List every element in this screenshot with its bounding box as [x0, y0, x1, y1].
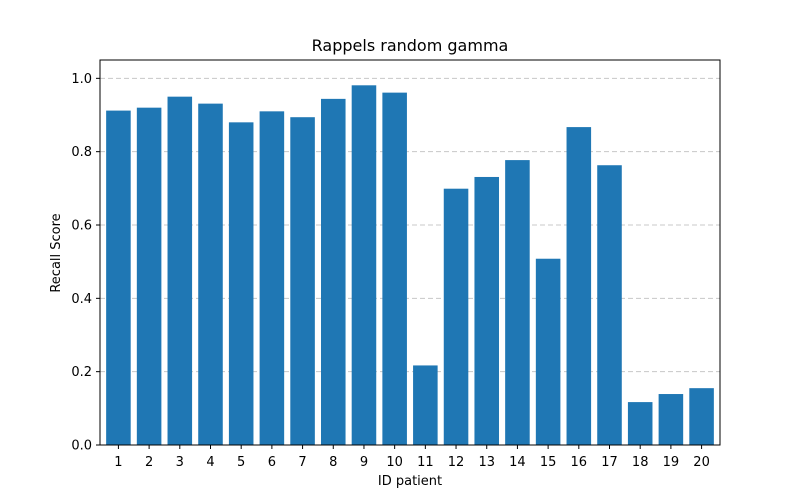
x-tick-label: 2: [145, 455, 153, 470]
x-tick-label: 10: [386, 455, 403, 470]
x-tick-label: 6: [268, 455, 276, 470]
x-tick-label: 19: [663, 455, 680, 470]
x-tick-label: 1: [114, 455, 122, 470]
x-tick-label: 5: [237, 455, 245, 470]
bar-patient-11: [413, 365, 438, 445]
y-tick-label: 0.6: [71, 219, 92, 234]
x-tick-label: 8: [329, 455, 337, 470]
bar-patient-9: [351, 85, 377, 446]
x-tick-label: 17: [601, 455, 618, 470]
bar-patient-15: [535, 258, 561, 445]
bar-patient-14: [505, 160, 530, 445]
x-tick-label: 15: [540, 455, 557, 470]
bars: [106, 85, 714, 446]
x-tick-label: 4: [206, 455, 214, 470]
bar-patient-12: [443, 188, 469, 445]
y-axis-label: Recall Score: [49, 213, 64, 292]
bar-patient-19: [658, 394, 684, 445]
bar-patient-1: [106, 110, 131, 445]
x-axis-label: ID patient: [378, 474, 442, 489]
x-tick-label: 3: [176, 455, 184, 470]
grid-lines: [100, 77, 720, 446]
bar-patient-7: [290, 117, 315, 445]
bar-patient-17: [597, 165, 622, 445]
bar-patient-10: [382, 92, 407, 445]
bar-patient-20: [689, 388, 714, 445]
y-axis-ticks: 0.0 0.2 0.4 0.6 0.8 1.0: [71, 72, 100, 454]
bar-patient-2: [136, 107, 162, 446]
x-tick-label: 13: [478, 455, 495, 470]
x-tick-label: 11: [417, 455, 434, 470]
bar-patient-18: [627, 402, 653, 445]
bar-patient-4: [198, 103, 223, 445]
y-tick-label: 0.4: [71, 292, 92, 307]
bar-patient-3: [167, 96, 193, 446]
x-tick-label: 12: [448, 455, 465, 470]
x-tick-label: 7: [298, 455, 306, 470]
plot-frame: [99, 59, 721, 446]
y-tick-label: 1.0: [71, 72, 92, 87]
x-tick-label: 14: [509, 455, 526, 470]
x-tick-label: 18: [632, 455, 649, 470]
bar-patient-5: [228, 122, 254, 445]
y-tick-label: 0.0: [71, 439, 92, 454]
bar-patient-16: [566, 127, 592, 445]
bar-patient-8: [320, 98, 346, 445]
x-tick-label: 9: [360, 455, 368, 470]
y-tick-label: 0.8: [71, 145, 92, 160]
x-axis-ticks: 1 2 3 4 5 6 7 8 9 10 11 12 13 14 15 16 17 18 19 20: [114, 445, 710, 470]
bar-patient-13: [474, 176, 500, 445]
x-tick-label: 20: [693, 455, 710, 470]
bar-patient-6: [259, 111, 285, 445]
y-tick-label: 0.2: [71, 365, 92, 380]
chart-title: Rappels random gamma: [312, 36, 509, 55]
x-tick-label: 16: [571, 455, 588, 470]
